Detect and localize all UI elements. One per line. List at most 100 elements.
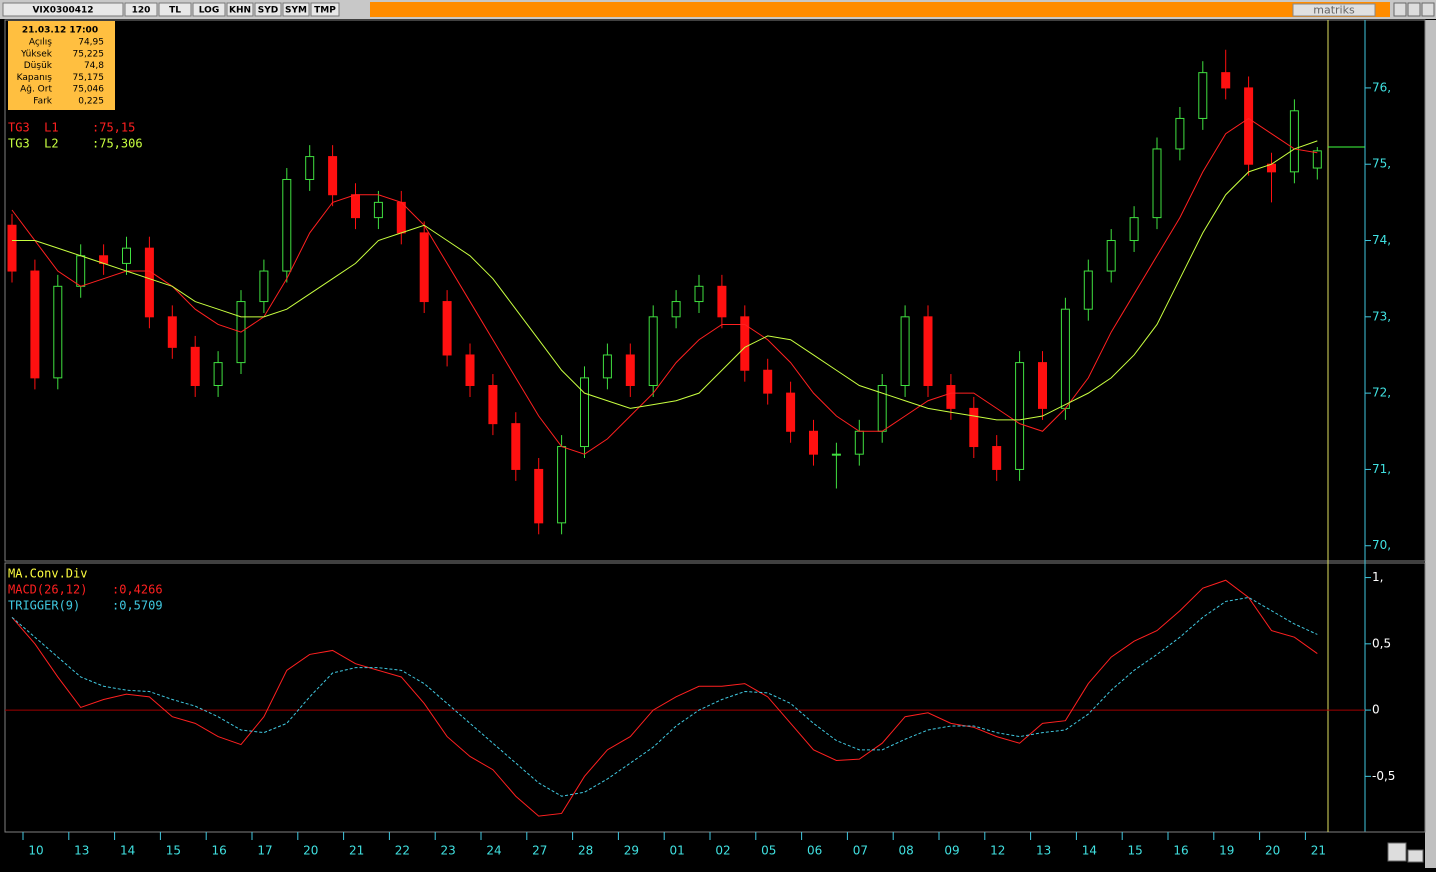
y-tick-label: 72,	[1372, 386, 1391, 400]
y-tick-label: 0	[1372, 703, 1380, 717]
toolbar-label: 120	[132, 6, 151, 16]
x-tick-label: 27	[532, 844, 547, 858]
toolbar-button[interactable]	[124, 2, 158, 17]
candle-body	[1129, 217, 1139, 242]
candle-body	[1015, 362, 1025, 470]
x-tick-label: 10	[28, 844, 43, 858]
candle-body	[1060, 308, 1070, 409]
toolbar-button[interactable]	[192, 2, 226, 17]
y-tick-label: 76,	[1372, 80, 1391, 94]
x-tick-label: 13	[74, 844, 89, 858]
candle-body	[167, 316, 177, 348]
x-tick-label: 28	[578, 844, 593, 858]
close-button[interactable]	[1421, 2, 1435, 17]
toolbar-button[interactable]	[254, 2, 282, 17]
candle-body	[1289, 110, 1299, 173]
candle-body	[305, 156, 315, 180]
info-label: Kapanış	[17, 73, 53, 83]
candle-body	[625, 354, 635, 386]
toolbar-button[interactable]	[226, 2, 254, 17]
candle-body	[992, 446, 1002, 470]
minimize-button[interactable]	[1393, 2, 1407, 17]
candle-body	[190, 346, 200, 386]
info-value: 0,225	[78, 97, 104, 107]
x-tick-label: 02	[715, 844, 730, 858]
candle-body	[53, 285, 63, 379]
legend-value: :0,4266	[112, 583, 163, 597]
x-tick-label: 20	[1265, 844, 1280, 858]
candle-body	[373, 201, 383, 219]
candle-body	[809, 430, 818, 455]
candle-body	[740, 316, 750, 371]
x-tick-label: 22	[395, 844, 410, 858]
candle-body	[442, 301, 452, 356]
refresh-button[interactable]	[1387, 842, 1407, 862]
maximize-button[interactable]	[1407, 2, 1421, 17]
x-tick-label: 16	[1173, 844, 1188, 858]
series-line	[12, 140, 1318, 421]
info-value: 75,175	[73, 73, 105, 83]
candle-body	[923, 316, 933, 386]
candle-body	[419, 232, 429, 303]
candle-body	[351, 194, 360, 219]
y-tick-label: 1,	[1372, 570, 1383, 584]
toolbar-button[interactable]	[282, 2, 310, 17]
candle-body	[671, 301, 681, 318]
y-tick-label: -0,5	[1372, 769, 1395, 783]
candle-body	[7, 224, 17, 272]
price-panel	[4, 19, 1426, 562]
candle-body	[511, 423, 521, 470]
y-tick-label: 0,5	[1372, 636, 1391, 650]
candle-body	[969, 407, 979, 448]
candle-body	[534, 468, 544, 524]
candle-body	[76, 255, 86, 287]
x-tick-label: 15	[166, 844, 181, 858]
x-tick-label: 09	[944, 844, 959, 858]
toolbar-label: LOG	[199, 6, 219, 16]
toolbar-button[interactable]	[158, 2, 192, 17]
x-tick-label: 29	[624, 844, 639, 858]
toolbar-label: KHN	[229, 6, 251, 16]
candle-body	[488, 384, 498, 425]
candle-body	[465, 354, 475, 386]
x-tick-label: 24	[486, 844, 501, 858]
toolbar-label: TMP	[314, 6, 336, 16]
candle-body	[1198, 72, 1208, 119]
toolbar-label: VIX0300412	[32, 6, 93, 16]
info-value: 75,225	[73, 49, 105, 59]
legend-name: MACD(26,12)	[8, 583, 87, 597]
x-tick-label: 16	[212, 844, 227, 858]
candle-body	[648, 316, 658, 386]
legend-name: TG3 L1	[8, 121, 59, 135]
toolbar-button[interactable]	[2, 2, 124, 17]
info-label: Yüksek	[20, 49, 53, 59]
panel-title: MA.Conv.Div	[8, 567, 87, 581]
candle-body	[1083, 270, 1093, 310]
candle-body	[259, 270, 269, 303]
candle-body	[786, 392, 796, 432]
x-tick-label: 06	[807, 844, 822, 858]
x-tick-label: 01	[670, 844, 685, 858]
scrollbar[interactable]	[1425, 20, 1436, 868]
x-tick-label: 08	[899, 844, 914, 858]
candle-body	[900, 316, 910, 386]
zoom-button[interactable]	[1407, 849, 1424, 863]
candle-body	[1221, 72, 1231, 89]
info-label: Düşük	[24, 61, 53, 71]
x-tick-label: 17	[257, 844, 272, 858]
y-tick-label: 73,	[1372, 309, 1391, 323]
info-label: Ağ. Ort	[20, 85, 52, 95]
brand: matriks	[1313, 4, 1355, 17]
candle-body	[396, 201, 406, 234]
candle-body	[1038, 362, 1047, 409]
x-tick-label: 23	[441, 844, 456, 858]
x-tick-label: 07	[853, 844, 868, 858]
series-line	[11, 117, 1318, 455]
candle-body	[1175, 117, 1185, 150]
toolbar-button[interactable]	[310, 2, 340, 17]
toolbar-label: TL	[169, 6, 181, 16]
info-value: 75,046	[73, 85, 105, 95]
candle-body	[854, 430, 864, 455]
x-tick-label: 21	[349, 844, 364, 858]
